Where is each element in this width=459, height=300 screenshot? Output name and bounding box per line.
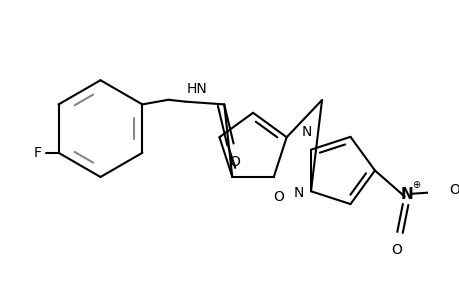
Text: O: O — [229, 155, 240, 169]
Text: O: O — [273, 190, 283, 204]
Text: HN: HN — [187, 82, 207, 96]
Text: N: N — [301, 124, 311, 139]
Text: ⊕: ⊕ — [411, 180, 419, 190]
Text: O: O — [448, 183, 459, 197]
Text: N: N — [399, 187, 412, 202]
Text: −: − — [457, 178, 459, 188]
Text: O: O — [390, 243, 401, 257]
Text: F: F — [34, 146, 42, 160]
Text: N: N — [292, 186, 303, 200]
